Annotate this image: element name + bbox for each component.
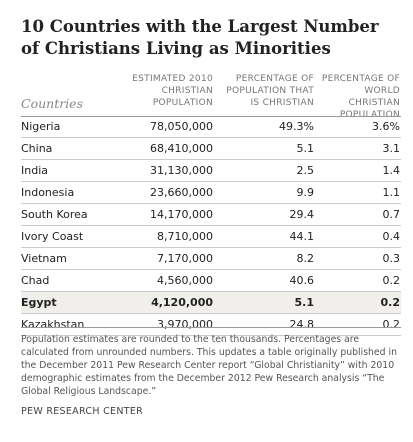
- column-header-countries: Countries: [21, 96, 83, 111]
- pct-population-cell: 49.3%: [279, 120, 314, 133]
- pct-world-cell: 0.3: [382, 252, 401, 265]
- table-row: Indonesia 23,660,000 9.9 1.1: [21, 182, 401, 204]
- pct-world-cell: 3.1: [382, 142, 401, 155]
- table-row: Ivory Coast 8,710,000 44.1 0.4: [21, 226, 401, 248]
- pct-world-cell: 0.4: [382, 230, 401, 243]
- population-cell: 8,710,000: [157, 230, 213, 243]
- population-cell: 31,130,000: [150, 164, 213, 177]
- pct-population-cell: 5.1: [294, 296, 315, 309]
- country-cell: Nigeria: [21, 120, 61, 133]
- population-cell: 3,970,000: [157, 318, 213, 331]
- population-cell: 78,050,000: [150, 120, 213, 133]
- table-title: 10 Countries with the Largest Number of …: [21, 17, 379, 58]
- table-body: Nigeria 78,050,000 49.3% 3.6% China 68,410,00…: [21, 116, 401, 336]
- pct-population-cell: 40.6: [289, 274, 315, 287]
- population-cell: 4,560,000: [157, 274, 213, 287]
- table-row: South Korea 14,170,000 29.4 0.7: [21, 204, 401, 226]
- country-cell: Indonesia: [21, 186, 75, 199]
- pct-world-cell: 0.2: [382, 318, 401, 331]
- column-header-pct-world: PERCENTAGE OF WORLD CHRISTIAN POPULATION: [321, 74, 400, 120]
- country-cell: China: [21, 142, 53, 155]
- pct-world-cell: 1.4: [382, 164, 401, 177]
- table-row: Nigeria 78,050,000 49.3% 3.6%: [21, 116, 401, 138]
- pct-world-cell: 3.6%: [372, 120, 400, 133]
- column-header-pct-population: PERCENTAGE OF POPULATION THAT IS CHRISTI…: [226, 74, 314, 108]
- pct-population-cell: 8.2: [296, 252, 315, 265]
- population-cell: 68,410,000: [150, 142, 213, 155]
- country-cell: Vietnam: [21, 252, 67, 265]
- country-cell: Chad: [21, 274, 50, 287]
- country-cell: South Korea: [21, 208, 88, 221]
- country-cell: India: [21, 164, 48, 177]
- table-row: China 68,410,000 5.1 3.1: [21, 138, 401, 160]
- column-header-population: ESTIMATED 2010 CHRISTIAN POPULATION: [132, 74, 213, 108]
- table-top-rule: [21, 116, 401, 117]
- country-cell: Egypt: [21, 296, 57, 309]
- table-row: Vietnam 7,170,000 8.2 0.3: [21, 248, 401, 270]
- pct-world-cell: 0.2: [382, 274, 401, 287]
- pct-world-cell: 0.7: [382, 208, 401, 221]
- pct-population-cell: 2.5: [296, 164, 315, 177]
- pct-world-cell: 0.2: [380, 296, 401, 309]
- pct-population-cell: 9.9: [296, 186, 315, 199]
- pct-population-cell: 5.1: [296, 142, 315, 155]
- pct-world-cell: 1.1: [382, 186, 401, 199]
- pct-population-cell: 29.4: [289, 208, 315, 221]
- population-cell: 23,660,000: [150, 186, 213, 199]
- source-credit: PEW RESEARCH CENTER: [21, 406, 144, 417]
- pct-population-cell: 44.1: [289, 230, 315, 243]
- pct-population-cell: 24.8: [289, 318, 315, 331]
- population-cell: 4,120,000: [151, 296, 213, 309]
- population-cell: 7,170,000: [157, 252, 213, 265]
- population-cell: 14,170,000: [150, 208, 213, 221]
- country-cell: Kazakhstan: [21, 318, 85, 331]
- footnote: Population estimates are rounded to the …: [21, 334, 397, 397]
- table-row: Egypt 4,120,000 5.1 0.2: [21, 292, 401, 314]
- country-cell: Ivory Coast: [21, 230, 84, 243]
- table-row: India 31,130,000 2.5 1.4: [21, 160, 401, 182]
- table-bottom-rule: [21, 327, 401, 328]
- table-row: Chad 4,560,000 40.6 0.2: [21, 270, 401, 292]
